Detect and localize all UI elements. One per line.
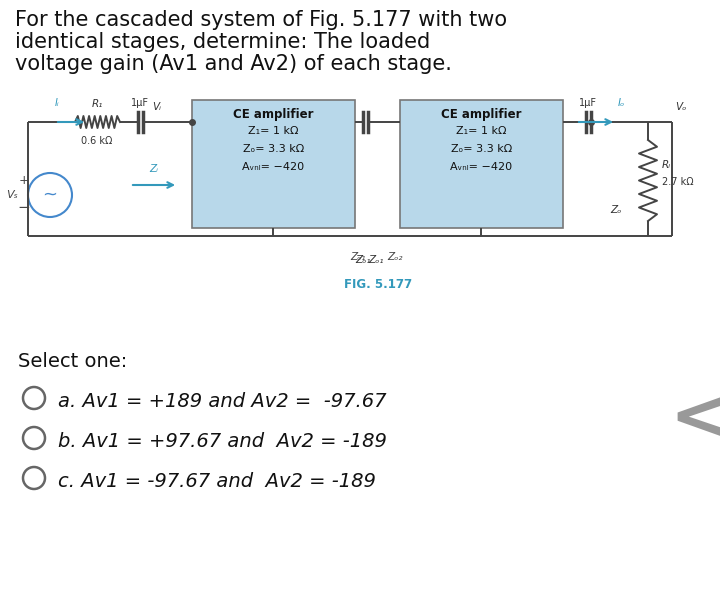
Text: voltage gain (Av1 and Av2) of each stage.: voltage gain (Av1 and Av2) of each stage… (15, 54, 452, 74)
Text: R₁: R₁ (91, 99, 103, 109)
Text: 0.6 kΩ: 0.6 kΩ (81, 136, 113, 146)
Text: For the cascaded system of Fig. 5.177 with two: For the cascaded system of Fig. 5.177 wi… (15, 10, 507, 30)
Text: CE amplifier: CE amplifier (233, 108, 314, 121)
Text: 1μF: 1μF (579, 98, 597, 108)
Text: c. Av1 = -97.67 and  Av2 = -189: c. Av1 = -97.67 and Av2 = -189 (58, 472, 376, 491)
Text: Rₗ: Rₗ (662, 160, 671, 170)
Text: Zₒ= 3.3 kΩ: Zₒ= 3.3 kΩ (451, 144, 512, 154)
Bar (400, 100, 563, 228)
Text: FIG. 5.177: FIG. 5.177 (344, 278, 412, 291)
Text: b. Av1 = +97.67 and  Av2 = -189: b. Av1 = +97.67 and Av2 = -189 (58, 432, 387, 451)
Bar (192, 100, 355, 228)
Text: <: < (670, 386, 720, 455)
Text: Aᵥₙₗ= −420: Aᵥₙₗ= −420 (451, 162, 513, 172)
Text: identical stages, determine: The loaded: identical stages, determine: The loaded (15, 32, 431, 52)
Text: −: − (17, 200, 30, 215)
Text: Zₒ₂: Zₒ₂ (387, 252, 402, 262)
Text: 2.7 kΩ: 2.7 kΩ (662, 177, 693, 187)
Text: Zᵢ: Zᵢ (150, 164, 158, 174)
Text: Zₒ: Zₒ (610, 205, 621, 215)
Text: ~: ~ (42, 186, 58, 204)
Text: Iₒ: Iₒ (618, 98, 625, 108)
Text: Z₁= 1 kΩ: Z₁= 1 kΩ (248, 126, 299, 136)
Text: Zₒ₁: Zₒ₁ (368, 255, 384, 265)
Text: Zₒ₁: Zₒ₁ (350, 252, 366, 262)
Text: a. Av1 = +189 and Av2 =  -97.67: a. Av1 = +189 and Av2 = -97.67 (58, 392, 387, 411)
Text: Vₛ: Vₛ (6, 190, 18, 200)
Text: Zₒ= 3.3 kΩ: Zₒ= 3.3 kΩ (243, 144, 304, 154)
Text: 1μF: 1μF (131, 98, 149, 108)
Text: Vₒ: Vₒ (675, 102, 686, 112)
Text: Iᵢ: Iᵢ (55, 98, 60, 108)
Text: CE amplifier: CE amplifier (441, 108, 522, 121)
Text: +: + (19, 175, 30, 188)
Text: Vᵢ: Vᵢ (152, 102, 161, 112)
Text: Aᵥₙₗ= −420: Aᵥₙₗ= −420 (243, 162, 305, 172)
Text: Select one:: Select one: (18, 352, 127, 371)
Text: Zₒ₁: Zₒ₁ (355, 255, 371, 265)
Text: Z₁= 1 kΩ: Z₁= 1 kΩ (456, 126, 507, 136)
